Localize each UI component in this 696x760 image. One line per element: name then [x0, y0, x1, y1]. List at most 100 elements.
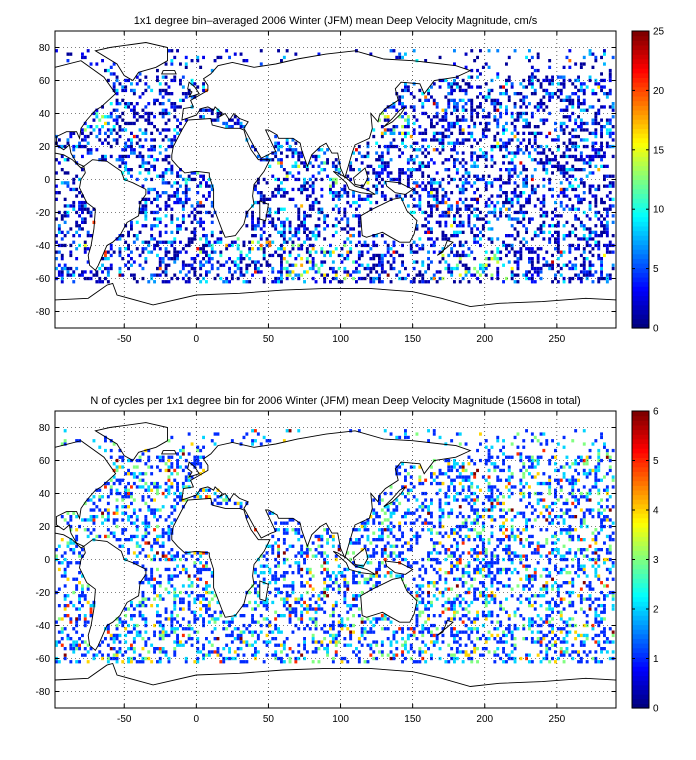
- data-cell: [571, 111, 575, 116]
- data-cell: [603, 85, 606, 89]
- data-cell: [92, 273, 96, 277]
- data-cell: [259, 564, 263, 568]
- data-cell: [176, 276, 179, 281]
- data-cell: [205, 240, 208, 244]
- data-cell: [121, 620, 125, 624]
- data-cell: [525, 118, 528, 122]
- data-cell: [499, 184, 503, 188]
- colorbar-segment: [632, 40, 649, 46]
- data-cell: [577, 168, 580, 172]
- data-cell: [530, 92, 534, 96]
- data-cell: [507, 214, 511, 218]
- data-cell: [280, 263, 283, 267]
- data-cell: [277, 614, 280, 618]
- x-tick-label: 50: [263, 334, 275, 345]
- data-cell: [190, 220, 194, 224]
- data-cell: [130, 263, 133, 267]
- data-cell: [470, 108, 474, 112]
- data-cell: [69, 538, 73, 542]
- data-cell: [496, 217, 500, 221]
- data-cell: [274, 643, 278, 647]
- data-cell: [153, 597, 156, 601]
- data-cell: [193, 273, 197, 277]
- data-cell: [199, 571, 203, 575]
- data-cell: [60, 257, 64, 261]
- data-cell: [565, 204, 569, 208]
- data-cell: [127, 102, 130, 106]
- data-cell: [577, 134, 580, 139]
- data-cell: [386, 247, 390, 251]
- data-cell: [372, 168, 376, 172]
- data-cell: [470, 105, 474, 109]
- data-cell: [600, 234, 603, 238]
- data-cell: [294, 52, 298, 56]
- data-cell: [300, 187, 304, 192]
- data-cell: [268, 581, 272, 585]
- data-cell: [522, 118, 526, 122]
- data-cell: [135, 633, 139, 638]
- data-cell: [164, 111, 168, 116]
- data-cell: [225, 656, 229, 661]
- data-cell: [559, 200, 563, 205]
- data-cell: [141, 210, 145, 215]
- data-cell: [548, 131, 552, 135]
- data-cell: [559, 88, 563, 93]
- data-cell: [300, 584, 304, 588]
- data-cell: [167, 263, 171, 267]
- data-cell: [282, 439, 286, 443]
- data-cell: [150, 237, 154, 241]
- data-cell: [164, 207, 168, 211]
- data-cell: [476, 200, 479, 205]
- data-cell: [484, 98, 488, 102]
- data-cell: [141, 548, 145, 552]
- data-cell: [66, 59, 70, 63]
- data-cell: [207, 177, 211, 182]
- data-cell: [331, 640, 335, 644]
- data-cell: [329, 253, 332, 258]
- data-cell: [507, 151, 511, 155]
- data-cell: [280, 181, 283, 185]
- data-cell: [210, 597, 214, 601]
- data-cell: [582, 191, 586, 195]
- data-cell: [308, 237, 312, 241]
- data-cell: [57, 544, 61, 548]
- data-cell: [288, 617, 292, 621]
- data-cell: [187, 485, 191, 489]
- data-cell: [60, 168, 64, 172]
- data-cell: [127, 481, 130, 486]
- data-cell: [297, 273, 301, 277]
- data-cell: [187, 607, 191, 611]
- data-cell: [421, 260, 425, 264]
- data-cell: [167, 465, 171, 469]
- data-cell: [72, 177, 76, 182]
- coastline-indonesia: [333, 170, 376, 195]
- data-cell: [597, 240, 601, 244]
- data-cell: [181, 445, 185, 449]
- data-cell: [181, 584, 185, 588]
- data-cell: [565, 144, 569, 149]
- data-cell: [210, 68, 214, 73]
- data-cell: [222, 280, 226, 284]
- data-cell: [173, 115, 177, 119]
- data-cell: [291, 587, 295, 591]
- data-cell: [60, 643, 64, 647]
- data-cell: [505, 108, 508, 112]
- data-cell: [548, 224, 552, 228]
- data-cell: [199, 614, 203, 618]
- data-cell: [311, 620, 315, 624]
- data-cell: [427, 237, 430, 241]
- data-cell: [536, 68, 540, 73]
- data-cell: [245, 59, 249, 63]
- data-cell: [571, 230, 575, 234]
- data-cell: [331, 266, 335, 271]
- data-cell: [579, 220, 583, 224]
- data-cell: [216, 237, 220, 241]
- data-cell: [196, 571, 200, 575]
- data-cell: [484, 263, 488, 267]
- data-cell: [594, 128, 598, 132]
- data-cell: [176, 620, 179, 624]
- data-cell: [101, 270, 104, 274]
- data-cell: [481, 115, 485, 119]
- data-cell: [476, 234, 479, 238]
- data-cell: [280, 630, 283, 634]
